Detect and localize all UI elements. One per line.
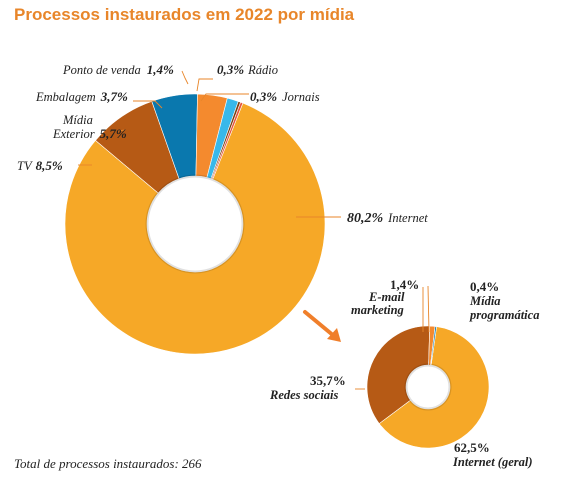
value-midia-programatica: 0,4% [470, 279, 499, 294]
leader-jornais [200, 93, 249, 102]
label-radio: 0,3% Rádio [217, 62, 278, 77]
slice-midia-programatica [430, 326, 437, 366]
label-email-marketing-line2: marketing [351, 303, 404, 317]
label-tv: TV 8,5% [17, 158, 63, 173]
value-internet-geral: 62,5% [454, 440, 490, 455]
leader-radio [196, 78, 213, 92]
donut-hole [404, 363, 452, 411]
leader-midia-exterior [117, 129, 126, 132]
main-donut [64, 93, 326, 355]
value-email-marketing: 1,4% [390, 277, 419, 292]
arrow-icon [303, 310, 341, 342]
label-midia-exterior: Exterior 5,7% [52, 126, 127, 141]
label-internet-geral: Internet (geral) [452, 455, 533, 469]
leader-midia-programatica [427, 285, 430, 333]
label-embalagem: Embalagem 3,7% [35, 89, 128, 104]
internet-breakdown-donut [366, 325, 490, 449]
leader-embalagem [133, 100, 163, 109]
label-redes-sociais: Redes sociais [269, 388, 339, 402]
label-internet: 80,2% Internet [347, 211, 428, 226]
label-midia-exterior-line1: Mídia [62, 113, 93, 127]
leader-lines [78, 70, 341, 218]
label-jornais: 0,3% Jornais [250, 89, 320, 104]
label-midia-programatica-line2: programática [469, 308, 539, 322]
leader-lines-small [355, 285, 430, 390]
total-processos-note: Total de processos instaurados: 266 [14, 456, 202, 471]
leader-ponto-de-venda [181, 70, 189, 85]
label-midia-programatica-line1: Mídia [469, 294, 501, 308]
value-redes-sociais: 35,7% [310, 373, 346, 388]
label-email-marketing-line1: E-mail [368, 290, 405, 304]
label-ponto-de-venda: Ponto de venda 1,4% [62, 62, 174, 77]
chart-title: Processos instaurados em 2022 por mídia [14, 5, 355, 24]
donut-hole [145, 174, 245, 274]
